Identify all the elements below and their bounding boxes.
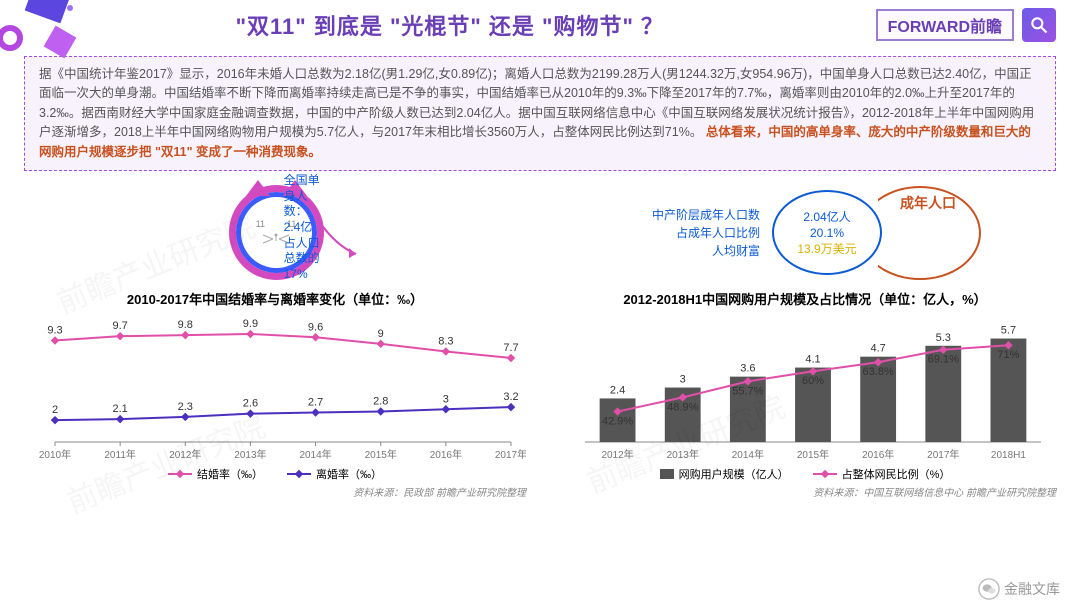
outer-label: 成年人口: [900, 193, 956, 213]
svg-text:60%: 60%: [802, 375, 824, 387]
legend-item: 结婚率（‰）: [168, 466, 263, 482]
mid-text-lines: 中产阶层成年人口数占成年人口比例人均财富: [652, 206, 760, 260]
cat-label-2: 占人口总数的17%: [284, 236, 324, 283]
svg-text:2015年: 2015年: [797, 448, 829, 461]
svg-text:5.7: 5.7: [1001, 324, 1016, 336]
legend-item: 网购用户规模（亿人）: [660, 466, 789, 482]
mid-text-line: 中产阶层成年人口数: [652, 206, 760, 224]
cat-label-1: 全国单身人数：2.4亿: [284, 173, 324, 235]
svg-text:2.6: 2.6: [243, 398, 258, 410]
svg-text:2.4: 2.4: [610, 384, 625, 396]
legend-item: 占整体网民比例（%）: [813, 466, 951, 482]
svg-text:3.6: 3.6: [740, 363, 755, 375]
svg-text:42.9%: 42.9%: [602, 415, 633, 427]
svg-text:2: 2: [52, 404, 58, 416]
footer-logo-text: 金融文库: [1004, 579, 1060, 599]
svg-text:9.7: 9.7: [112, 320, 127, 332]
search-icon[interactable]: [1022, 8, 1056, 42]
middle-class-diagram: 中产阶层成年人口数占成年人口比例人均财富 2.04亿人20.1%13.9万美元 …: [552, 183, 1056, 283]
svg-text:2015年: 2015年: [365, 448, 397, 461]
info-box: 据《中国统计年鉴2017》显示，2016年未婚人口总数为2.18亿(男1.29亿…: [24, 56, 1056, 171]
chart-left-legend: 结婚率（‰） 离婚率（‰）: [24, 466, 526, 482]
footer-logo: 金融文库: [978, 578, 1060, 600]
chart-right: 2012-2018H1中国网购用户规模及占比情况（单位：亿人，%） 2012年2…: [554, 289, 1056, 499]
svg-text:3: 3: [680, 373, 686, 385]
svg-text:55.7%: 55.7%: [732, 385, 763, 397]
svg-text:9: 9: [378, 328, 384, 340]
svg-text:71%: 71%: [997, 349, 1019, 361]
svg-text:2014年: 2014年: [732, 448, 764, 461]
svg-text:48.9%: 48.9%: [667, 401, 698, 413]
svg-text:63.8%: 63.8%: [863, 366, 894, 378]
svg-text:7.7: 7.7: [503, 342, 518, 354]
chart-left-src: 资料来源：民政部 前瞻产业研究院整理: [24, 484, 526, 499]
chart-right-title: 2012-2018H1中国网购用户规模及占比情况（单位：亿人，%）: [554, 289, 1056, 308]
svg-text:2.7: 2.7: [308, 396, 323, 408]
svg-text:3.2: 3.2: [503, 391, 518, 403]
cat-label: 全国单身人数：2.4亿 占人口总数的17%: [284, 173, 324, 282]
svg-text:9.8: 9.8: [178, 319, 193, 331]
bubble: 2.04亿人20.1%13.9万美元: [772, 190, 882, 275]
chart-right-src: 资料来源：中国互联网络信息中心 前瞻产业研究院整理: [554, 484, 1056, 499]
svg-text:2013年: 2013年: [234, 448, 266, 461]
cat-diagram: 1111 全国单身人数：2.4亿 占人口总数的17%: [24, 183, 528, 283]
mid-section: 1111 全国单身人数：2.4亿 占人口总数的17% 中产阶层成年人口数占成年人…: [0, 179, 1080, 289]
svg-text:2.8: 2.8: [373, 395, 388, 407]
chart-right-svg: 2012年 2013年 2014年 2015年 2016年 2017年 2018H1 2.4 3…: [554, 314, 1056, 464]
chart-left: 2010-2017年中国结婚率与离婚率变化（单位：‰） 2010年2011年20…: [24, 289, 526, 499]
svg-text:2013年: 2013年: [667, 448, 699, 461]
svg-text:5.3: 5.3: [936, 332, 951, 344]
svg-text:2010年: 2010年: [39, 448, 71, 461]
chart-left-svg: 2010年 2011年 2012年 2013年 2014年 2015年 2016年 2017年…: [24, 314, 526, 464]
svg-text:2011年: 2011年: [104, 448, 136, 461]
svg-text:2017年: 2017年: [927, 448, 959, 461]
brand-box: FORWARD前瞻: [876, 8, 1056, 42]
mid-text-line: 占成年人口比例: [652, 224, 760, 242]
corner-decoration: [0, 0, 90, 90]
svg-text:9.6: 9.6: [308, 321, 323, 333]
bubble-line: 20.1%: [810, 225, 844, 241]
svg-text:2014年: 2014年: [299, 448, 331, 461]
svg-text:9.3: 9.3: [47, 324, 62, 336]
chart-right-legend: 网购用户规模（亿人） 占整体网民比例（%）: [554, 466, 1056, 482]
bubble-line: 2.04亿人: [803, 209, 850, 225]
cat-eye: 11: [256, 219, 265, 229]
legend-item: 离婚率（‰）: [287, 466, 382, 482]
svg-text:2012年: 2012年: [601, 448, 633, 461]
brand-label: FORWARD前瞻: [876, 9, 1014, 41]
svg-text:9.9: 9.9: [243, 318, 258, 330]
svg-text:4.1: 4.1: [805, 353, 820, 365]
charts-row: 2010-2017年中国结婚率与离婚率变化（单位：‰） 2010年2011年20…: [0, 289, 1080, 499]
svg-text:2016年: 2016年: [430, 448, 462, 461]
svg-text:8.3: 8.3: [438, 335, 453, 347]
chart-left-title: 2010-2017年中国结婚率与离婚率变化（单位：‰）: [24, 289, 526, 308]
svg-text:3: 3: [443, 393, 449, 405]
bubble-line: 13.9万美元: [797, 241, 856, 257]
svg-text:4.7: 4.7: [870, 343, 885, 355]
svg-text:2.1: 2.1: [112, 403, 127, 415]
svg-text:2.3: 2.3: [178, 401, 193, 413]
svg-text:2018H1: 2018H1: [991, 450, 1026, 461]
svg-text:2017年: 2017年: [495, 448, 526, 461]
page-title: "双11" 到底是 "光棍节" 还是 "购物节" ？: [24, 9, 876, 41]
wechat-icon: [978, 578, 1000, 600]
mid-text-line: 人均财富: [652, 242, 760, 260]
header: "双11" 到底是 "光棍节" 还是 "购物节" ？ FORWARD前瞻: [0, 0, 1080, 46]
svg-text:69.1%: 69.1%: [928, 354, 959, 366]
svg-text:2012年: 2012年: [169, 448, 201, 461]
svg-text:2016年: 2016年: [862, 448, 894, 461]
